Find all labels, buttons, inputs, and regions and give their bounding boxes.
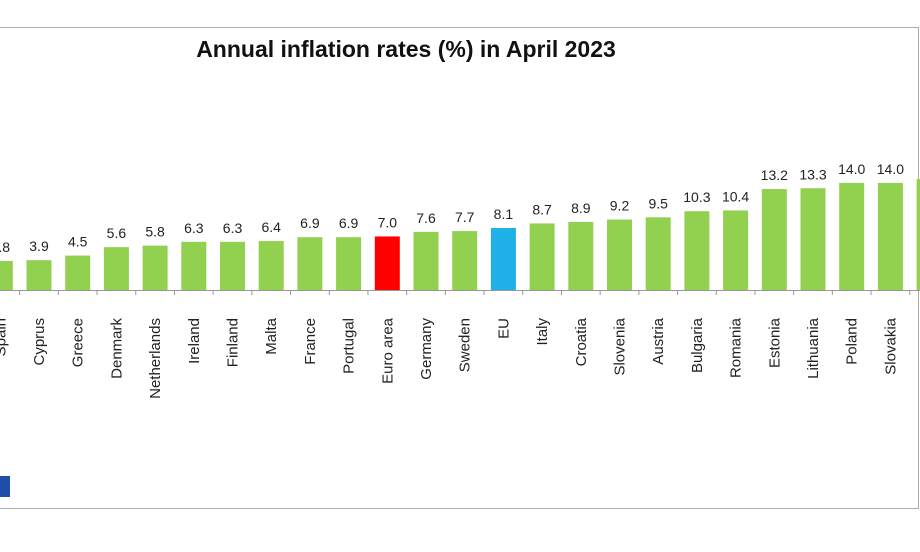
data-label: 6.9 — [339, 215, 359, 231]
tick-label: Denmark — [108, 318, 125, 379]
bar-greece — [65, 255, 91, 290]
tick-label: Spain — [0, 318, 9, 356]
bar-finland — [220, 241, 245, 290]
bar-france — [297, 237, 323, 290]
bar-poland — [839, 182, 865, 290]
bar-netherlands — [142, 245, 168, 290]
tick-label: Euro area — [379, 317, 396, 384]
data-label: 5.6 — [107, 225, 127, 241]
tick-label: Bulgaria — [689, 317, 706, 373]
bar-eu — [490, 228, 516, 290]
bar-germany — [413, 231, 439, 290]
tick-label: Greece — [70, 318, 87, 367]
bar-slovakia — [877, 182, 903, 290]
bar-spain — [0, 260, 13, 290]
data-label: 10.4 — [722, 188, 749, 204]
tick-label: Romania — [728, 317, 745, 378]
data-label: 10.3 — [683, 189, 710, 205]
data-label: 6.3 — [223, 220, 243, 236]
data-label: 9.2 — [610, 198, 630, 214]
data-label: 13.2 — [761, 167, 788, 183]
data-label: 6.3 — [184, 220, 204, 236]
tick-label: France — [302, 318, 319, 365]
tick-label: Finland — [225, 318, 242, 367]
data-label: 7.0 — [378, 214, 398, 230]
bar-sweden — [452, 231, 478, 290]
tick-label: Sweden — [457, 318, 474, 372]
tick-label: Estonia — [766, 317, 783, 368]
tick-label: Italy — [534, 318, 551, 346]
chart-title: Annual inflation rates (%) in April 2023 — [196, 36, 616, 62]
tick-label: Slovakia — [882, 317, 899, 374]
data-label: 5.8 — [145, 224, 165, 240]
data-label: 3.9 — [29, 238, 49, 254]
tick-label: Netherlands — [147, 318, 164, 399]
bar-slovenia — [607, 219, 632, 290]
tick-label: EU — [495, 318, 512, 339]
bar-denmark — [103, 247, 129, 290]
bar-euro-area — [374, 236, 400, 290]
bar-portugal — [336, 237, 362, 290]
tick-label: Austria — [650, 317, 667, 364]
data-label: 13.3 — [799, 166, 826, 182]
tick-label: Germany — [418, 318, 435, 380]
tick-label: Cyprus — [31, 318, 48, 366]
tick-label: Slovenia — [612, 317, 629, 375]
bar-malta — [258, 241, 284, 290]
data-label: 6.4 — [261, 219, 281, 235]
eu-flag-logo — [0, 476, 10, 497]
bar-croatia — [568, 221, 594, 290]
data-label: 14.0 — [877, 161, 904, 177]
tick-label: Portugal — [341, 318, 358, 374]
tick-label: Ireland — [186, 318, 203, 364]
tick-label: Poland — [844, 318, 861, 365]
data-label: 4.5 — [68, 234, 88, 250]
data-label: 3.8 — [0, 239, 10, 255]
tick-label: Croatia — [573, 317, 590, 366]
data-label: 9.5 — [648, 195, 668, 211]
bar-austria — [645, 217, 671, 290]
bar-cyprus — [26, 260, 52, 290]
data-label: 6.9 — [300, 215, 320, 231]
data-label: 8.1 — [494, 206, 514, 222]
data-label: 7.7 — [455, 209, 475, 225]
data-label: 8.9 — [571, 200, 591, 216]
data-label: 7.6 — [416, 210, 436, 226]
bar-romania — [723, 210, 749, 290]
bar-clipped — [916, 179, 920, 290]
data-label: 14.0 — [838, 161, 865, 177]
tick-label: Lithuania — [805, 317, 822, 379]
bar-ireland — [181, 241, 207, 290]
bar-estonia — [761, 189, 787, 290]
data-label: 8.7 — [532, 201, 552, 217]
bar-bulgaria — [684, 211, 710, 290]
bar-lithuania — [800, 188, 826, 290]
tick-label: Malta — [263, 317, 280, 354]
bar-italy — [529, 223, 555, 290]
